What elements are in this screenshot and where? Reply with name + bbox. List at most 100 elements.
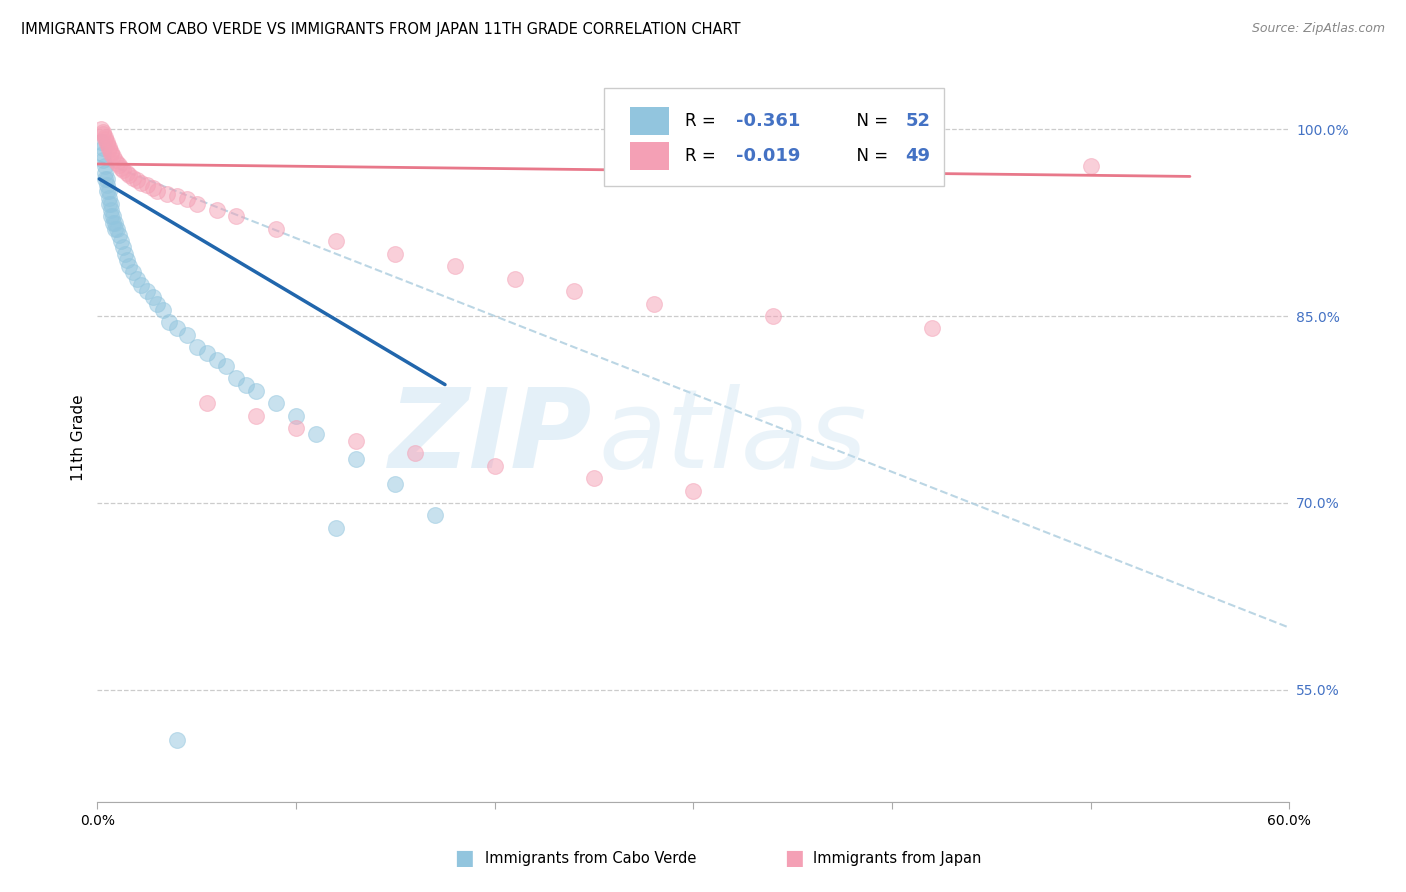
Point xyxy=(118,168,141,182)
FancyBboxPatch shape xyxy=(630,107,669,135)
Point xyxy=(264,221,287,235)
Text: atlas: atlas xyxy=(598,384,866,491)
Point xyxy=(186,340,208,354)
Point xyxy=(384,477,406,491)
Point xyxy=(205,203,228,218)
Point xyxy=(98,185,121,199)
Point xyxy=(98,197,121,211)
Point xyxy=(125,173,148,187)
Text: Immigrants from Japan: Immigrants from Japan xyxy=(813,851,981,865)
Point xyxy=(118,259,141,273)
Point xyxy=(195,396,218,410)
Point xyxy=(105,221,128,235)
Point xyxy=(176,327,198,342)
Point xyxy=(98,142,121,156)
Point xyxy=(125,271,148,285)
Point xyxy=(103,215,125,229)
Point xyxy=(166,732,188,747)
Point xyxy=(108,158,131,172)
Point xyxy=(98,139,121,153)
Point xyxy=(129,176,152,190)
Point xyxy=(91,147,114,161)
Point xyxy=(225,210,247,224)
Point xyxy=(98,191,121,205)
Point xyxy=(582,471,605,485)
Text: 52: 52 xyxy=(905,112,931,130)
FancyBboxPatch shape xyxy=(630,142,669,170)
Point xyxy=(325,234,347,248)
Point xyxy=(94,172,117,186)
Point xyxy=(122,265,145,279)
Point xyxy=(115,166,138,180)
Point xyxy=(245,384,267,398)
Text: N =: N = xyxy=(846,112,893,130)
Text: 49: 49 xyxy=(905,147,931,165)
Point xyxy=(166,321,188,335)
Point xyxy=(136,284,159,298)
Point xyxy=(285,421,308,435)
Point xyxy=(157,315,180,329)
Point xyxy=(90,122,112,136)
Point xyxy=(94,129,117,144)
Point xyxy=(122,170,145,185)
Point xyxy=(186,197,208,211)
Text: -0.361: -0.361 xyxy=(737,112,800,130)
Point xyxy=(104,221,127,235)
Point xyxy=(325,521,347,535)
Text: R =: R = xyxy=(685,147,721,165)
Point xyxy=(503,271,526,285)
Point xyxy=(444,259,467,273)
Point xyxy=(285,409,308,423)
Point xyxy=(103,149,125,163)
Point xyxy=(762,309,785,323)
Point xyxy=(110,161,132,175)
Point xyxy=(423,508,446,523)
Point xyxy=(562,284,585,298)
Text: Immigrants from Cabo Verde: Immigrants from Cabo Verde xyxy=(485,851,696,865)
Text: N =: N = xyxy=(846,147,893,165)
Point xyxy=(96,178,118,193)
Point xyxy=(156,186,179,201)
Point xyxy=(1080,160,1102,174)
Text: ZIP: ZIP xyxy=(388,384,592,491)
Point xyxy=(94,166,117,180)
Point xyxy=(142,290,165,304)
Point xyxy=(100,210,122,224)
Point xyxy=(225,371,247,385)
Point xyxy=(205,352,228,367)
Point xyxy=(136,178,159,193)
Point xyxy=(100,147,122,161)
Point xyxy=(264,396,287,410)
Point xyxy=(344,452,367,467)
Point xyxy=(96,136,118,151)
Point xyxy=(643,296,665,310)
Point xyxy=(91,153,114,168)
Point xyxy=(90,135,112,149)
Point xyxy=(100,197,122,211)
Point xyxy=(115,252,138,267)
Point xyxy=(104,153,127,168)
Point xyxy=(682,483,704,498)
Point xyxy=(96,172,118,186)
Point xyxy=(91,141,114,155)
Point xyxy=(305,427,328,442)
Point xyxy=(176,192,198,206)
Point xyxy=(404,446,426,460)
Point xyxy=(105,155,128,169)
Point xyxy=(96,135,118,149)
Text: ■: ■ xyxy=(785,848,804,868)
Point xyxy=(215,359,238,373)
Point xyxy=(245,409,267,423)
FancyBboxPatch shape xyxy=(605,87,943,186)
Point xyxy=(108,227,131,242)
Point xyxy=(114,246,136,260)
Point xyxy=(112,163,135,178)
Y-axis label: 11th Grade: 11th Grade xyxy=(72,394,86,481)
Point xyxy=(103,210,125,224)
Point xyxy=(104,215,127,229)
Point xyxy=(94,160,117,174)
Point xyxy=(91,124,114,138)
Text: ■: ■ xyxy=(454,848,474,868)
Point xyxy=(112,240,135,254)
Point xyxy=(921,321,943,335)
